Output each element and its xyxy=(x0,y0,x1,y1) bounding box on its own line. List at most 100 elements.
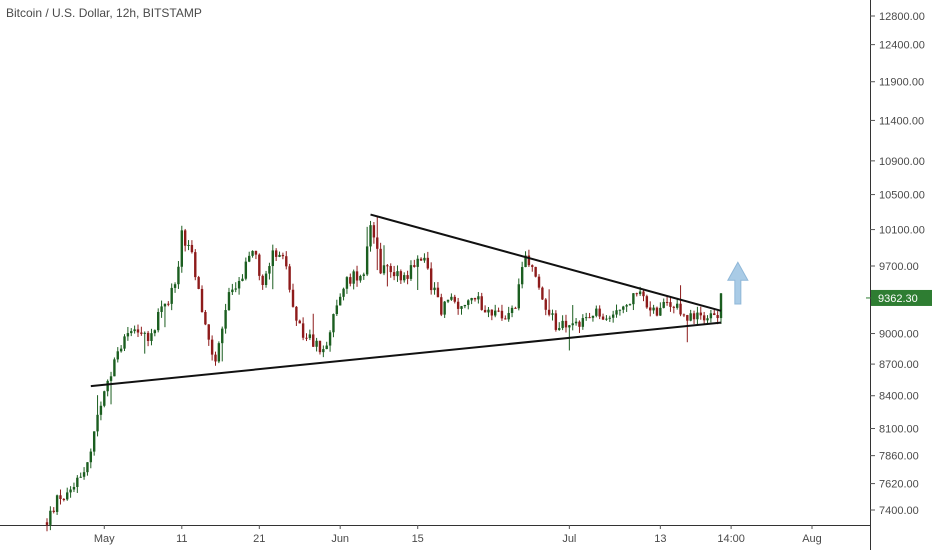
candle-body xyxy=(146,332,150,341)
candle-body xyxy=(86,462,89,473)
candle-body xyxy=(99,405,103,415)
candle-body xyxy=(349,277,352,284)
candle-body xyxy=(89,451,93,463)
candle-body xyxy=(45,522,49,525)
y-tick-label: 10100.00 xyxy=(879,225,925,237)
candle-body xyxy=(618,309,622,311)
candle-body xyxy=(342,288,345,297)
candle-body xyxy=(581,318,585,327)
y-tick-label: 7620.00 xyxy=(879,479,919,491)
candle-body xyxy=(568,325,571,328)
candle-body xyxy=(76,477,79,487)
candle-body xyxy=(547,309,551,315)
candle-body xyxy=(160,306,163,312)
candle-body xyxy=(227,292,231,311)
candle-body xyxy=(345,277,349,289)
x-tick-label: Aug xyxy=(802,533,822,545)
candle-body xyxy=(504,318,507,320)
candle-body xyxy=(527,255,531,266)
candle-body xyxy=(82,472,86,477)
candle-body xyxy=(119,348,123,352)
candle-body xyxy=(167,303,170,305)
candle-body xyxy=(362,274,365,276)
candle-body xyxy=(460,306,463,309)
candle-body xyxy=(372,225,376,238)
candle-body xyxy=(554,313,558,330)
candle-body xyxy=(561,320,564,329)
candle-body xyxy=(403,275,406,281)
candle-body xyxy=(645,296,649,308)
x-axis-ticks: May 11 21 Jun 15 Jul 13 14:00 Aug xyxy=(94,525,822,545)
candle-body xyxy=(52,510,55,512)
candle-body xyxy=(62,499,66,501)
candle-body xyxy=(423,257,426,261)
candle-body xyxy=(298,320,301,324)
candle-body xyxy=(450,296,453,300)
candle-body xyxy=(480,296,483,310)
candle-body xyxy=(470,297,473,301)
x-tick-label: Jul xyxy=(562,533,576,545)
candle-body xyxy=(359,275,362,281)
candle-body xyxy=(652,307,655,311)
last-price-tag xyxy=(871,289,932,306)
candle-body xyxy=(635,293,638,295)
candle-body xyxy=(190,244,194,253)
candle-body xyxy=(507,313,510,320)
candle-body xyxy=(531,265,534,267)
candle-body xyxy=(221,328,224,344)
candle-body xyxy=(709,313,713,319)
candle-body xyxy=(463,304,467,307)
candle-body xyxy=(564,320,568,328)
candle-body xyxy=(332,314,335,333)
candle-body xyxy=(224,310,227,329)
candle-body xyxy=(96,414,99,432)
candle-body xyxy=(288,266,291,290)
candle-body xyxy=(517,284,520,309)
candle-body xyxy=(130,331,133,334)
candle-body xyxy=(699,312,702,316)
candle-body xyxy=(497,310,500,312)
candle-body xyxy=(180,230,183,267)
candle-body xyxy=(483,309,487,313)
candle-body xyxy=(352,271,355,284)
candle-body xyxy=(325,345,328,350)
candle-body xyxy=(487,309,490,313)
candle-body xyxy=(456,301,460,309)
candle-body xyxy=(655,307,659,316)
chart-title: Bitcoin / U.S. Dollar, 12h, BITSTAMP xyxy=(6,6,202,20)
x-tick-label: 11 xyxy=(176,533,187,545)
trendline-upper[interactable] xyxy=(370,213,722,312)
candle-body xyxy=(365,246,369,275)
candle-body xyxy=(585,317,588,319)
candle-body xyxy=(467,300,470,305)
candle-body xyxy=(429,268,433,291)
candle-body xyxy=(719,293,723,319)
candle-body xyxy=(520,267,524,285)
candle-body xyxy=(419,258,423,261)
candle-body xyxy=(588,317,591,319)
y-tick-label: 12400.00 xyxy=(879,40,925,52)
candle-body xyxy=(551,313,554,315)
candle-body xyxy=(318,340,322,353)
candle-body xyxy=(271,250,274,267)
candle-body xyxy=(281,254,285,257)
trendline-lower[interactable] xyxy=(90,321,722,388)
candle-body xyxy=(251,250,254,256)
candle-body xyxy=(608,317,611,319)
candle-body xyxy=(413,265,416,267)
candle-body xyxy=(382,265,386,274)
candle-body xyxy=(315,340,318,347)
candle-body xyxy=(261,275,264,285)
candle-body xyxy=(399,271,403,281)
candle-body xyxy=(524,255,527,268)
y-tick-label: 9700.00 xyxy=(879,261,919,273)
candle-body xyxy=(123,336,126,349)
candle-body xyxy=(254,250,258,255)
candle-body xyxy=(237,280,241,289)
y-tick-label: 12800.00 xyxy=(879,11,925,23)
candle-body xyxy=(510,307,514,314)
candle-body xyxy=(679,303,682,315)
candle-body xyxy=(187,244,190,246)
